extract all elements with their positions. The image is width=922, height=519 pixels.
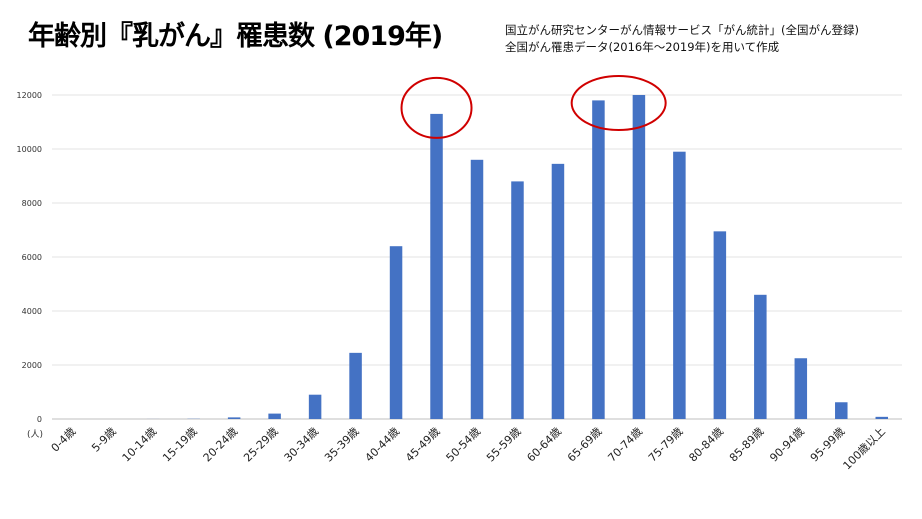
x-tick-label: 35-39歳 (322, 425, 362, 465)
y-tick-label: 10000 (17, 145, 42, 154)
x-tick-label: 75-79歳 (646, 425, 686, 465)
bar (551, 163, 565, 419)
bar (430, 113, 443, 420)
y-tick-label: 0 (37, 415, 42, 424)
x-tick-label: 40-44歳 (363, 425, 403, 465)
x-tick-label: 95-99歳 (808, 425, 848, 465)
x-tick-label: 90-94歳 (767, 425, 807, 465)
bar (875, 416, 889, 419)
x-tick-label: 50-54歳 (444, 425, 484, 465)
x-tick-label: 25-29歳 (241, 425, 281, 465)
bar (754, 294, 767, 419)
bar (470, 159, 484, 420)
bar-series (146, 95, 889, 420)
bar (511, 181, 524, 419)
x-axis-labels: 0-4歳 5-9歳 10-14歳 15-19歳 20-24歳 25-29歳 30-34歳 35… (49, 425, 888, 472)
y-tick-label: 2000 (22, 361, 42, 370)
bar (227, 417, 241, 419)
x-tick-label: 65-69歳 (565, 425, 605, 465)
bar (713, 231, 727, 419)
x-tick-label: 30-34歳 (282, 425, 322, 465)
highlight-circle (570, 75, 667, 131)
x-tick-label: 5-9歳 (89, 425, 119, 455)
highlight-circles (400, 75, 667, 139)
source-line-1: 国立がん研究センターがん情報サービス「がん統計」(全国がん登録) (505, 23, 859, 37)
bar (632, 95, 646, 419)
x-tick-label: 55-59歳 (484, 425, 524, 465)
y-tick-label: 12000 (17, 91, 42, 100)
y-axis-unit-label: (人) (27, 429, 43, 440)
x-tick-label: 15-19歳 (160, 425, 200, 465)
bar (268, 413, 281, 419)
x-tick-label: 85-89歳 (727, 425, 767, 465)
x-tick-label: 60-64歳 (524, 425, 564, 465)
y-axis-ticks: 0 2000 4000 6000 8000 10000 12000 (17, 91, 42, 424)
bar (389, 246, 403, 419)
x-tick-label: 20-24歳 (201, 425, 241, 465)
x-tick-label: 10-14歳 (120, 425, 160, 465)
bar (349, 352, 362, 419)
chart-title: 年齢別『乳がん』罹患数 (2019年) (28, 21, 443, 52)
x-tick-label: 80-84歳 (686, 425, 726, 465)
source-note: 国立がん研究センターがん情報サービス「がん統計」(全国がん登録) 全国がん罹患デ… (505, 22, 859, 56)
x-tick-label: 70-74歳 (605, 425, 645, 465)
bar (673, 151, 686, 419)
bar (308, 394, 322, 419)
highlight-circle (400, 76, 473, 139)
x-tick-label: 100歳以上 (841, 425, 888, 472)
x-tick-label: 45-49歳 (403, 425, 443, 465)
y-tick-label: 4000 (22, 307, 42, 316)
y-tick-label: 6000 (22, 253, 42, 262)
bar (835, 402, 848, 419)
bar (794, 358, 808, 419)
source-line-2: 全国がん罹患データ(2016年～2019年)を用いて作成 (505, 40, 780, 54)
x-tick-label: 0-4歳 (49, 425, 79, 455)
bar (592, 100, 605, 420)
y-tick-label: 8000 (22, 199, 42, 208)
